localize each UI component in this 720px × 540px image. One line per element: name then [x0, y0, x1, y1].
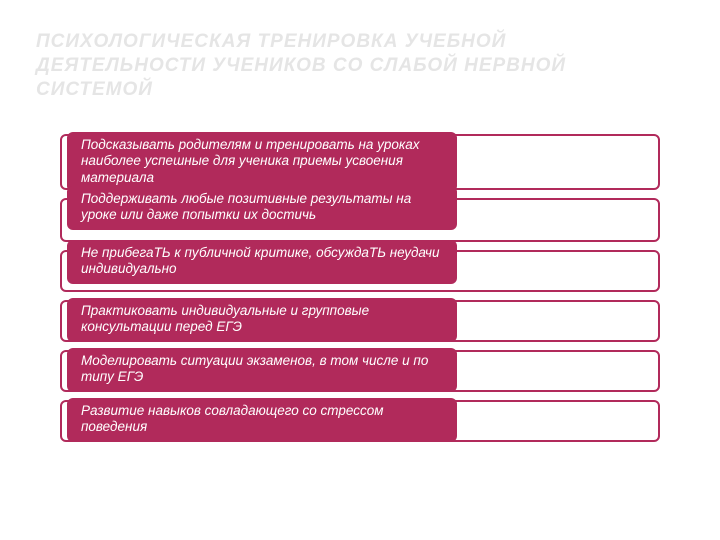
list-item-inner: Развитие навыков совладающего со стрессо… — [67, 398, 457, 442]
list-item-inner: Подсказывать родителям и тренировать на … — [67, 132, 457, 192]
list-item: Поддерживать любые позитивные результаты… — [60, 198, 660, 242]
list-item-label: Развитие навыков совладающего со стрессо… — [81, 403, 443, 436]
list-item: Подсказывать родителям и тренировать на … — [60, 134, 660, 190]
list-item-inner: Не прибегаТЬ к публичной критике, обсужд… — [67, 240, 457, 284]
list-item: Развитие навыков совладающего со стрессо… — [60, 400, 660, 442]
list-item: Не прибегаТЬ к публичной критике, обсужд… — [60, 250, 660, 292]
list-item-label: Поддерживать любые позитивные результаты… — [81, 191, 443, 224]
list-item-inner: Поддерживать любые позитивные результаты… — [67, 186, 457, 230]
list-item-inner: Моделировать ситуации экзаменов, в том ч… — [67, 348, 457, 392]
list-item-label: Практиковать индивидуальные и групповые … — [81, 303, 443, 336]
list-item-label: Подсказывать родителям и тренировать на … — [81, 137, 443, 186]
page-title: ПСИХОЛОГИЧЕСКАЯ ТРЕНИРОВКА УЧЕБНОЙ ДЕЯТЕ… — [36, 30, 680, 101]
list-item-inner: Практиковать индивидуальные и групповые … — [67, 298, 457, 342]
list-item-label: Моделировать ситуации экзаменов, в том ч… — [81, 353, 443, 386]
list-item: Моделировать ситуации экзаменов, в том ч… — [60, 350, 660, 392]
list-item: Практиковать индивидуальные и групповые … — [60, 300, 660, 342]
list-item-label: Не прибегаТЬ к публичной критике, обсужд… — [81, 245, 443, 278]
